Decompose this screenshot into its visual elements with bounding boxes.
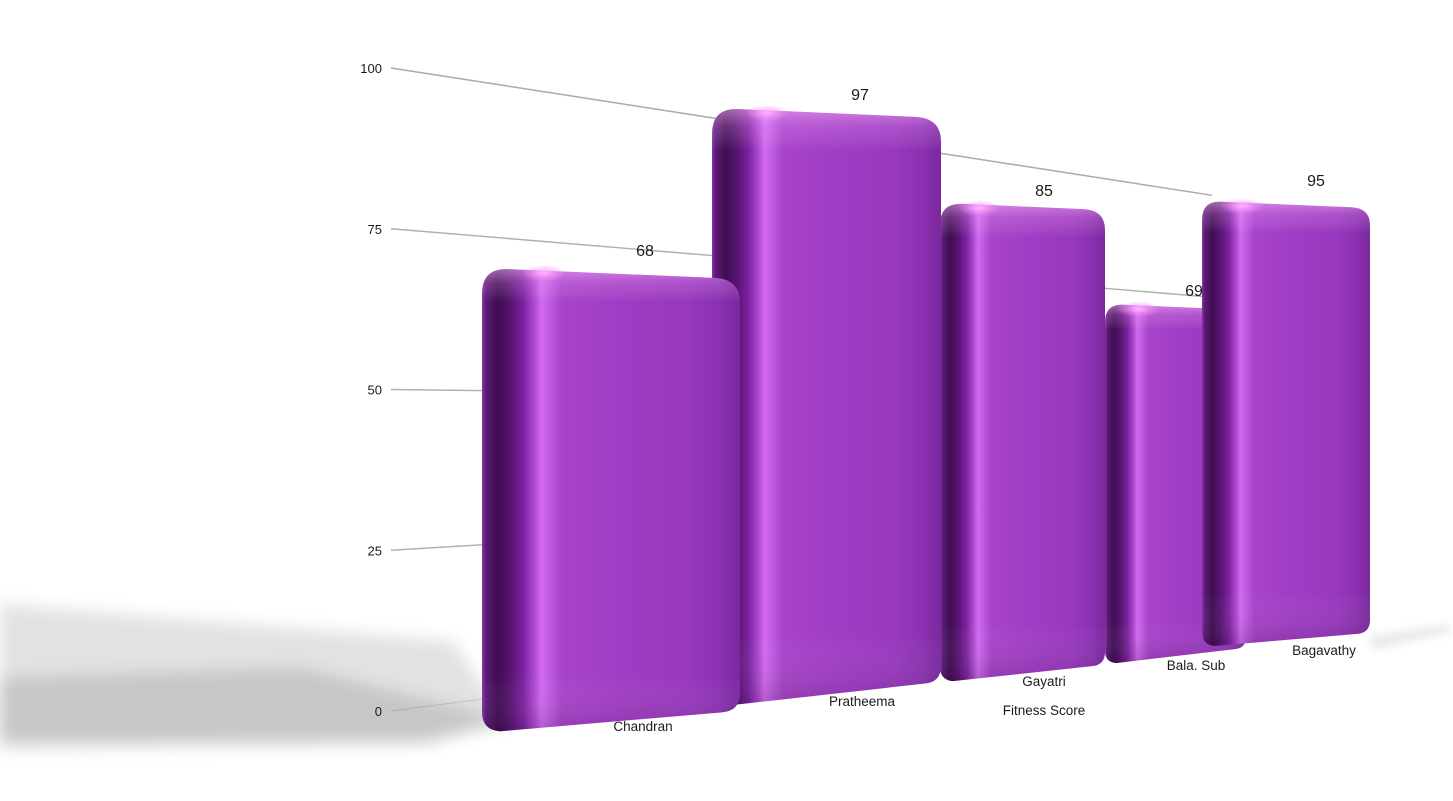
ytick-0: 0 — [375, 704, 382, 719]
ground-shadow-right — [1368, 624, 1453, 650]
bar-bagavathy-gloss — [1202, 201, 1370, 646]
category-label-chandran: Chandran — [613, 719, 672, 734]
bar-pratheema-specular — [744, 105, 789, 121]
bar-group-chandran: 68 — [482, 243, 740, 732]
value-label-gayatri: 85 — [1035, 183, 1053, 200]
value-label-pratheema: 97 — [851, 87, 869, 104]
x-axis-title: Fitness Score — [1003, 703, 1086, 718]
value-label-bala-sub: 69 — [1185, 283, 1203, 300]
value-label-bagavathy: 95 — [1307, 173, 1325, 190]
category-label-bagavathy: Bagavathy — [1292, 643, 1356, 658]
bar-bagavathy-specular — [1220, 198, 1265, 214]
bar-pratheema-gloss — [712, 109, 941, 706]
category-label-gayatri: Gayatri — [1022, 674, 1066, 689]
bar-chandran-specular — [521, 265, 566, 281]
bar-gayatri-specular — [957, 200, 1002, 216]
bar-group-bagavathy: 95 — [1202, 173, 1370, 646]
ytick-50: 50 — [368, 383, 382, 398]
category-label-bala-sub: Bala. Sub — [1167, 658, 1226, 673]
ground-shadow — [0, 604, 1453, 748]
y-axis-labels: 0 25 50 75 100 — [360, 61, 382, 719]
bar-group-gayatri: 85 — [940, 183, 1105, 682]
category-labels: Chandran Pratheema Gayatri Bala. Sub Bag… — [613, 643, 1356, 734]
value-label-chandran: 68 — [636, 243, 654, 260]
ytick-25: 25 — [368, 543, 382, 558]
ytick-75: 75 — [368, 222, 382, 237]
category-label-pratheema: Pratheema — [829, 694, 896, 709]
bar-bala-sub-specular — [1116, 301, 1161, 317]
ytick-100: 100 — [360, 61, 382, 76]
bar-gayatri-gloss — [940, 203, 1105, 682]
ground-shadow-lower — [0, 668, 505, 748]
bar-chandran-gloss — [482, 269, 740, 732]
bar-group-pratheema: 97 — [712, 87, 941, 706]
